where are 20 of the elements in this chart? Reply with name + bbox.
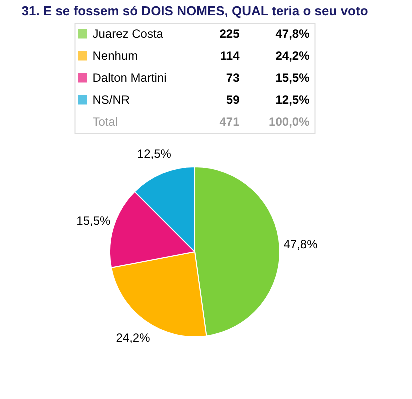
legend-label: Nenhum <box>92 49 138 63</box>
text: 24,2% <box>276 49 310 63</box>
text: 47,8% <box>276 27 310 41</box>
text: 114 <box>220 49 240 63</box>
text: Total <box>92 115 118 129</box>
legend-label: Dalton Martini <box>92 71 167 85</box>
legend-label: Juarez Costa <box>92 27 164 41</box>
text: 73 <box>226 71 240 85</box>
data-label: 24,2% <box>116 331 151 346</box>
data-label: 12,5% <box>137 147 172 162</box>
legend-label: NS/NR <box>92 93 130 107</box>
text: 59 <box>226 93 240 107</box>
text: 15,5% <box>276 71 310 85</box>
data-label: 15,5% <box>76 214 112 228</box>
data-label: 47,8% <box>284 238 318 252</box>
text: 471 <box>220 115 240 129</box>
text: 225 <box>220 27 240 41</box>
text: 100,0% <box>269 115 310 129</box>
chart-title: 31. E se fossem só DOIS NOMES, QUAL teria o seu voto <box>22 4 368 18</box>
text: 12,5% <box>276 93 310 107</box>
